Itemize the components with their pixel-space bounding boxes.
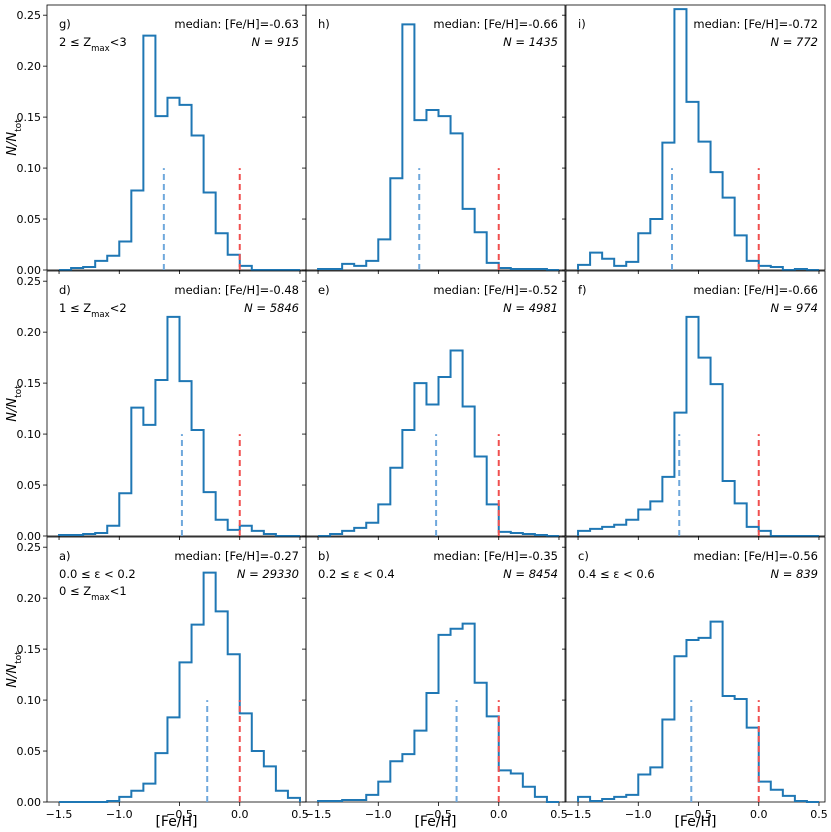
median-annotation: median: [Fe/H]=-0.52 — [433, 283, 558, 297]
count-annotation: N = 1435 — [503, 35, 558, 49]
y-tick-label: 0.20 — [17, 326, 42, 339]
y-tick-label: 0.10 — [17, 162, 42, 175]
x-tick-label: −1.0 — [625, 808, 652, 821]
x-axis-label: [Fe/H] — [674, 814, 716, 830]
median-annotation: median: [Fe/H]=-0.66 — [693, 283, 818, 297]
y-axis-label: N/Ntot — [5, 119, 24, 156]
median-annotation: median: [Fe/H]=-0.27 — [174, 549, 299, 563]
panel-frame — [305, 4, 566, 271]
condition-label: 0.4 ≤ ε < 0.6 — [578, 567, 655, 581]
panel-label: e) — [318, 283, 330, 297]
median-annotation: median: [Fe/H]=-0.35 — [433, 549, 558, 563]
panel-frame — [565, 4, 826, 271]
count-annotation: N = 4981 — [503, 301, 558, 315]
x-axis-label: [Fe/H] — [155, 814, 197, 830]
panel-label: d) — [59, 283, 71, 297]
count-annotation: N = 5846 — [244, 301, 299, 315]
x-tick-label: −0.5 — [425, 808, 452, 821]
panel-label: c) — [578, 549, 589, 563]
x-tick-label: 0.5 — [810, 808, 828, 821]
condition-label: 0 ≤ Zmax<1 — [59, 584, 127, 603]
x-tick-label: −1.5 — [46, 808, 73, 821]
panel-label: f) — [578, 283, 587, 297]
count-annotation: N = 974 — [771, 301, 819, 315]
x-tick-label: −0.5 — [166, 808, 193, 821]
count-annotation: N = 772 — [771, 35, 819, 49]
condition-label: 0.2 ≤ ε < 0.4 — [318, 567, 395, 581]
condition-label: 2 ≤ Zmax<3 — [59, 35, 127, 54]
histogram-series — [318, 349, 559, 537]
y-axis-label: N/Ntot — [5, 651, 24, 688]
y-tick-label: 0.25 — [17, 9, 42, 22]
histogram-series — [317, 23, 559, 271]
histogram-series — [577, 8, 819, 271]
condition-label: 1 ≤ Zmax<2 — [59, 301, 127, 320]
x-tick-label: −1.0 — [365, 808, 392, 821]
x-tick-label: −1.5 — [565, 808, 592, 821]
count-annotation: N = 915 — [252, 35, 300, 49]
panel-e: e) median: [Fe/H]=-0.52 N = 4981 — [302, 270, 566, 540]
median-annotation: median: [Fe/H]=-0.56 — [693, 549, 818, 563]
y-tick-label: 0.10 — [17, 694, 42, 707]
x-tick-label: 0.5 — [291, 808, 309, 821]
panel-frame — [565, 270, 826, 537]
panel-label: i) — [578, 17, 586, 31]
panel-h: h) median: [Fe/H]=-0.66 N = 1435 — [302, 4, 566, 274]
panel-a: 0.00 0.05 0.10 0.15 0.20 0.25 −1.5 −1.0 −0.5 0.0 0… — [17, 536, 309, 821]
y-tick-label: 0.05 — [17, 745, 42, 758]
y-tick-label: 0.05 — [17, 213, 42, 226]
y-tick-label: 0.10 — [17, 428, 42, 441]
median-annotation: median: [Fe/H]=-0.48 — [174, 283, 299, 297]
count-annotation: N = 29330 — [237, 567, 299, 581]
count-annotation: N = 8454 — [503, 567, 558, 581]
x-tick-label: 0.0 — [750, 808, 768, 821]
panel-frame — [565, 536, 826, 803]
panel-label: b) — [318, 549, 330, 563]
x-tick-label: 0.0 — [231, 808, 249, 821]
y-tick-label: 0.00 — [17, 796, 42, 809]
histogram-series — [577, 620, 819, 803]
y-tick-label: 0.20 — [17, 592, 42, 605]
median-annotation: median: [Fe/H]=-0.63 — [174, 17, 299, 31]
panel-g: 0.00 0.05 0.10 0.15 0.20 0.25 g) median: [Fe/H]… — [17, 4, 307, 277]
y-tick-label: 0.15 — [17, 377, 42, 390]
median-annotation: median: [Fe/H]=-0.72 — [693, 17, 818, 31]
x-axis-label: [Fe/H] — [414, 814, 456, 830]
x-tick-label: 0.0 — [490, 808, 508, 821]
histogram-series — [317, 622, 559, 803]
x-tick-label: −0.5 — [685, 808, 712, 821]
y-tick-label: 0.25 — [17, 275, 42, 288]
panel-label: a) — [59, 549, 71, 563]
histogram-series — [577, 315, 819, 537]
panel-b: −1.5 −1.0 −0.5 0.0 0.5 b) median: [Fe/H]=-0.35… — [302, 536, 568, 821]
x-tick-label: 0.5 — [550, 808, 568, 821]
condition-label: 0.0 ≤ ε < 0.2 — [59, 567, 136, 581]
panel-i: i) median: [Fe/H]=-0.72 N = 772 — [562, 4, 826, 274]
y-tick-label: 0.00 — [17, 264, 42, 277]
count-annotation: N = 839 — [771, 567, 819, 581]
panel-label: g) — [59, 17, 71, 31]
y-tick-label: 0.25 — [17, 541, 42, 554]
panel-d: 0.00 0.05 0.10 0.15 0.20 0.25 d) median: [Fe/H]… — [17, 270, 307, 543]
y-tick-label: 0.05 — [17, 479, 42, 492]
x-tick-label: −1.5 — [305, 808, 332, 821]
y-tick-label: 0.20 — [17, 60, 42, 73]
panel-frame — [305, 536, 566, 803]
panel-f: f) median: [Fe/H]=-0.66 N = 974 — [562, 270, 826, 540]
histogram-series — [59, 571, 301, 803]
x-tick-label: −1.0 — [106, 808, 133, 821]
y-axis-label: N/Ntot — [5, 385, 24, 422]
histogram-series — [58, 315, 300, 537]
panel-label: h) — [318, 17, 330, 31]
panel-c: −1.5 −1.0 −0.5 0.0 0.5 c) median: [Fe/H]=-0.56… — [562, 536, 828, 821]
median-annotation: median: [Fe/H]=-0.66 — [433, 17, 558, 31]
histogram-series — [59, 34, 300, 271]
y-tick-label: 0.15 — [17, 111, 42, 124]
y-tick-label: 0.00 — [17, 530, 42, 543]
y-tick-label: 0.15 — [17, 643, 42, 656]
